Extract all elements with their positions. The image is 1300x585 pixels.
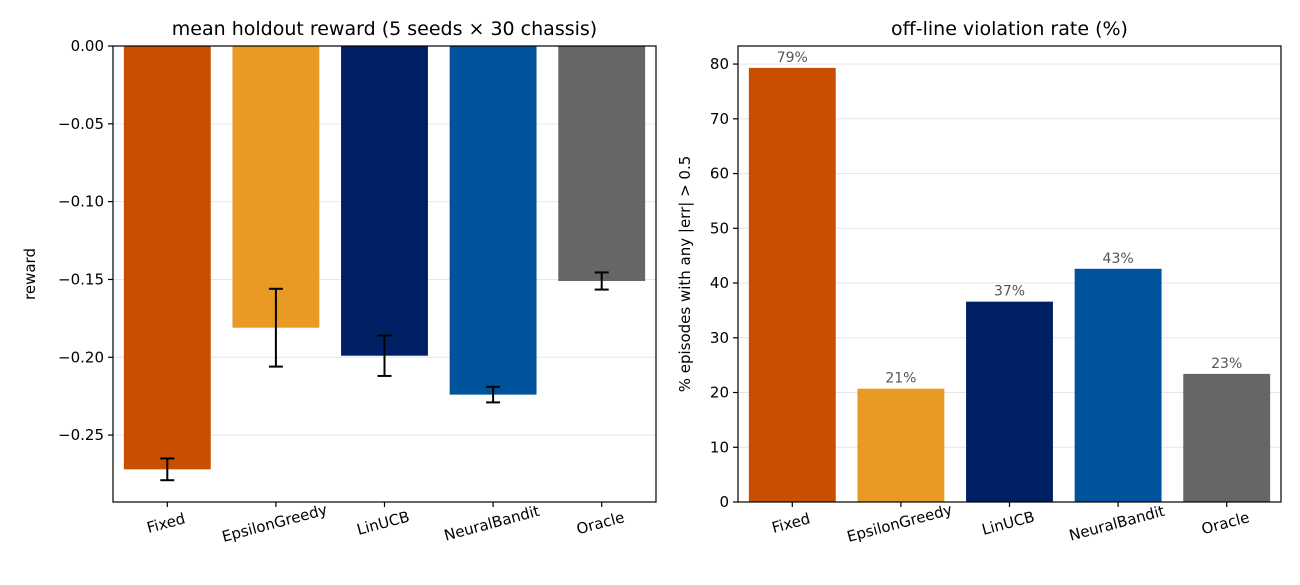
y-axis-label: % episodes with any |err| > 0.5 <box>676 156 694 393</box>
x-tick-label: Oracle <box>1200 508 1252 538</box>
x-tick-label: NeuralBandit <box>442 502 541 545</box>
data-label: 43% <box>1103 251 1134 267</box>
bar-fixed <box>123 46 211 470</box>
y-tick-label: −0.10 <box>58 193 104 211</box>
x-tick-label: EpsilonGreedy <box>845 500 954 545</box>
bar-neuralbandit <box>449 46 537 395</box>
chart-title: off-line violation rate (%) <box>891 18 1128 40</box>
bar-oracle <box>558 46 646 282</box>
y-tick-label: 50 <box>710 219 729 237</box>
error-bar <box>268 287 283 368</box>
y-tick-label: 10 <box>710 438 729 456</box>
y-tick-label: 40 <box>710 274 729 292</box>
y-tick-label: 0.00 <box>71 37 104 55</box>
x-tick-label: NeuralBandit <box>1067 502 1166 545</box>
y-tick-label: 20 <box>710 384 729 402</box>
data-label: 23% <box>1211 356 1242 372</box>
reward-chart: 0.00 −0.05 −0.10 −0.15 −0.20 −0.25 Fixed Epsilo… <box>21 18 657 546</box>
data-label: 79% <box>777 50 808 66</box>
y-tick-label: −0.20 <box>58 348 104 366</box>
y-axis-label: reward <box>21 248 39 300</box>
bar-fixed <box>748 67 836 502</box>
error-bar <box>160 457 175 482</box>
x-tick-label: Oracle <box>575 508 627 538</box>
x-tick-label: LinUCB <box>355 508 412 539</box>
error-bar <box>594 271 609 291</box>
chart-title: mean holdout reward (5 seeds × 30 chassi… <box>172 18 597 40</box>
bar-oracle <box>1183 373 1271 502</box>
y-tick-label: 80 <box>710 55 729 73</box>
bar-epsilongreedy <box>857 388 945 502</box>
y-tick-label: 70 <box>710 110 729 128</box>
violation-chart: 79% 21% 37% 43% 23% 0 10 20 30 40 50 60 70 80 Fixed Eps… <box>676 18 1282 546</box>
y-tick-label: −0.15 <box>58 270 104 288</box>
bar-neuralbandit <box>1074 268 1162 502</box>
y-tick-label: 0 <box>719 493 729 511</box>
x-tick-label: EpsilonGreedy <box>220 500 329 545</box>
bar-linucb <box>341 46 428 356</box>
x-tick-label: LinUCB <box>980 508 1037 539</box>
y-tick-label: −0.05 <box>58 115 104 133</box>
y-tick-label: 30 <box>710 329 729 347</box>
y-tick-label: 60 <box>710 165 729 183</box>
error-bar <box>377 334 392 377</box>
data-label: 21% <box>885 371 916 387</box>
x-tick-label: Fixed <box>145 509 187 536</box>
bar-epsilongreedy <box>232 46 320 328</box>
error-bar <box>486 385 501 404</box>
data-label: 37% <box>994 284 1025 300</box>
x-tick-label: Fixed <box>770 509 812 536</box>
y-tick-label: −0.25 <box>58 426 104 444</box>
bar-linucb <box>966 301 1053 502</box>
